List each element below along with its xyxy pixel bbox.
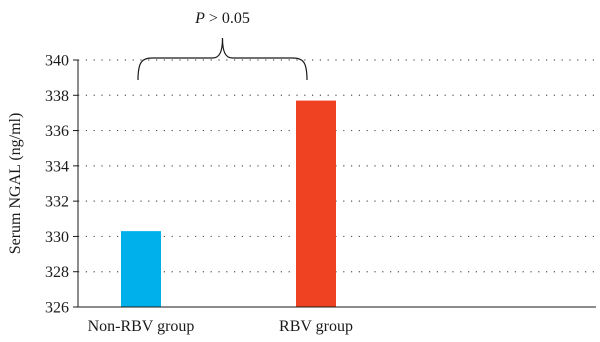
y-axis-title: Serum NGAL (ng/ml) [7,113,24,255]
bars [121,100,336,307]
significance-annotation: P > 0.05 [137,10,308,81]
bar [121,231,161,307]
bar [296,100,336,307]
y-tick-label: 328 [45,264,69,281]
axes [73,59,596,308]
y-tick-label: 326 [45,300,69,317]
y-tick-label: 330 [45,229,69,246]
y-tick-label: 338 [45,88,69,105]
y-tick-label: 334 [45,158,69,175]
category-labels: Non-RBV group RBV group [88,318,353,335]
y-tick-label: 332 [45,194,69,211]
y-tick-labels: 326 328 330 332 334 336 338 340 [45,53,69,317]
gridlines [78,59,596,273]
p-rest: > 0.05 [205,10,250,27]
p-symbol: P [194,10,205,27]
y-tick-label: 336 [45,123,69,140]
significance-brace [137,37,308,81]
category-label: Non-RBV group [88,318,195,335]
y-tick-label: 340 [45,53,69,70]
p-value-label: P > 0.05 [194,10,250,27]
category-label: RBV group [279,318,353,335]
